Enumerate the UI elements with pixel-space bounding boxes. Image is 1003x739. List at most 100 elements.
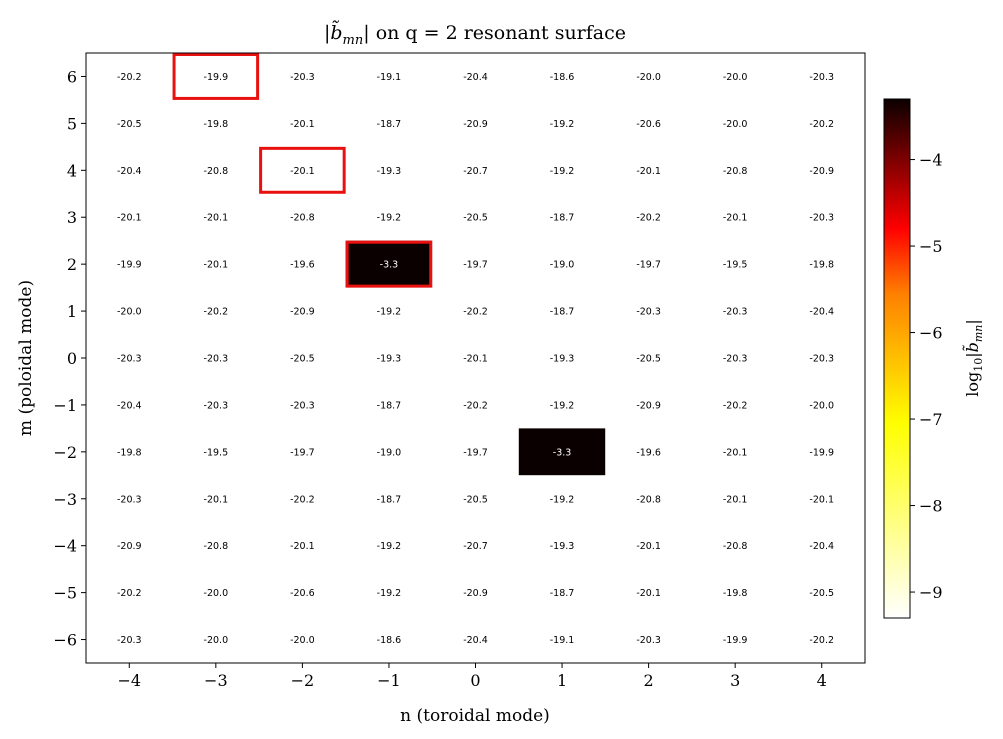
highlight-box bbox=[345, 240, 433, 288]
heatmap-cell bbox=[518, 475, 606, 523]
heatmap-cell bbox=[172, 240, 260, 288]
colorbar-ticks: −4 −5 −6 −7 −8 −9 bbox=[910, 151, 943, 602]
cell-value-label: -19.6 bbox=[290, 260, 315, 271]
cell-value-label: -19.1 bbox=[550, 635, 575, 646]
y-axis-ticks: 6 5 4 3 2 1 0 −1 −2 −3 −4 −5 −6 bbox=[53, 67, 86, 650]
cell-value-label: -19.2 bbox=[377, 541, 402, 552]
heatmap-cell bbox=[605, 381, 692, 429]
heatmap-cell bbox=[518, 193, 606, 241]
cell-value-label: -19.3 bbox=[550, 541, 575, 552]
cell-value-label: -19.8 bbox=[809, 260, 834, 271]
highlight-box bbox=[172, 53, 260, 100]
heatmap-cell bbox=[432, 522, 519, 570]
heatmap-cell bbox=[172, 428, 260, 476]
heatmap-cell bbox=[778, 569, 865, 617]
cell-value-label: -20.9 bbox=[636, 400, 661, 411]
colorbar-tick-label: −5 bbox=[919, 237, 943, 256]
cell-value-label: -20.4 bbox=[809, 541, 834, 552]
cell-value-label: -20.0 bbox=[204, 588, 229, 599]
cell-value-label: -19.2 bbox=[377, 307, 402, 318]
heatmap-cell bbox=[345, 240, 433, 288]
x-tick-label: 3 bbox=[730, 671, 740, 690]
heatmap-cell bbox=[172, 381, 260, 429]
y-tick-label: 6 bbox=[67, 67, 77, 86]
heatmap-cell bbox=[691, 616, 779, 663]
cell-value-label: -20.5 bbox=[290, 354, 315, 365]
heatmap-cell bbox=[605, 287, 692, 335]
cell-value-label: -20.9 bbox=[463, 588, 488, 599]
cell-value-label: -20.2 bbox=[204, 307, 229, 318]
cell-value-label: -20.3 bbox=[636, 307, 661, 318]
cell-value-label: -20.3 bbox=[290, 72, 315, 83]
heatmap-cell bbox=[778, 53, 865, 100]
heatmap-cell bbox=[259, 616, 346, 663]
cell-value-label: -19.7 bbox=[636, 260, 661, 271]
cell-value-label: -20.2 bbox=[463, 307, 488, 318]
cell-value-label: -20.2 bbox=[636, 213, 661, 224]
heatmap-cell bbox=[691, 193, 779, 241]
heatmap-cell bbox=[345, 99, 433, 147]
x-tick-label: −3 bbox=[204, 671, 228, 690]
cell-value-label: -20.6 bbox=[290, 588, 315, 599]
x-axis-title: n (toroidal mode) bbox=[400, 706, 550, 726]
heatmap-cell bbox=[259, 287, 346, 335]
heatmap-cell bbox=[259, 428, 346, 476]
cell-value-label: -20.8 bbox=[636, 494, 661, 505]
heatmap-cell bbox=[432, 53, 519, 100]
cell-value-label: -20.6 bbox=[636, 119, 661, 130]
cell-value-label: -20.0 bbox=[636, 72, 661, 83]
cell-value-label: -19.7 bbox=[463, 447, 488, 458]
heatmap-cell bbox=[345, 334, 433, 382]
cell-value-label: -18.7 bbox=[550, 588, 575, 599]
cell-value-label: -19.2 bbox=[550, 119, 575, 130]
colorbar-tick-label: −6 bbox=[919, 324, 943, 343]
cell-value-label: -20.3 bbox=[204, 400, 229, 411]
cell-value-label: -20.0 bbox=[117, 307, 142, 318]
cell-value-label: -19.3 bbox=[550, 354, 575, 365]
chart-title-sub: mn bbox=[343, 33, 364, 48]
colorbar-tick-label: −8 bbox=[919, 497, 943, 516]
cell-value-label: -20.3 bbox=[204, 354, 229, 365]
y-tick-label: −3 bbox=[53, 490, 77, 509]
chart-title-prefix: |b̃ bbox=[324, 21, 343, 44]
cell-value-label: -20.2 bbox=[809, 635, 834, 646]
heatmap-cell bbox=[778, 475, 865, 523]
cell-value-label: -20.1 bbox=[204, 260, 229, 271]
heatmap-cell bbox=[778, 334, 865, 382]
x-tick-label: −4 bbox=[117, 671, 141, 690]
heatmap-cell bbox=[259, 53, 346, 100]
cell-value-labels: -20.2 -19.9 -20.3 -19.1 -20.4 -18.6 -20.0 -20.0… bbox=[117, 72, 834, 646]
cell-value-label: -20.3 bbox=[290, 400, 315, 411]
cell-value-label: -20.9 bbox=[290, 307, 315, 318]
heatmap-cell bbox=[345, 53, 433, 100]
heatmap-cell bbox=[86, 475, 173, 523]
heatmap-cell bbox=[345, 616, 433, 663]
cell-value-label: -20.1 bbox=[290, 166, 315, 177]
cell-value-label: -18.7 bbox=[377, 494, 402, 505]
cell-value-label: -20.1 bbox=[723, 213, 748, 224]
x-tick-label: 4 bbox=[817, 671, 827, 690]
x-tick-label: 2 bbox=[644, 671, 654, 690]
x-tick-label: −2 bbox=[291, 671, 315, 690]
cell-value-label: -20.2 bbox=[809, 119, 834, 130]
heatmap-cell bbox=[86, 616, 173, 663]
heatmap-cell bbox=[432, 381, 519, 429]
x-tick-label: −1 bbox=[377, 671, 401, 690]
cell-value-label: -18.7 bbox=[377, 119, 402, 130]
heatmap-cell bbox=[605, 240, 692, 288]
heatmap-cell bbox=[691, 334, 779, 382]
heatmap-cell bbox=[86, 569, 173, 617]
y-tick-label: −6 bbox=[53, 631, 77, 650]
cell-value-label: -20.3 bbox=[809, 72, 834, 83]
colorbar-title-mid: |b̃ bbox=[962, 342, 982, 358]
colorbar-title-sub2: mn bbox=[972, 325, 985, 343]
heatmap-cell bbox=[691, 475, 779, 523]
cell-value-label: -20.3 bbox=[117, 354, 142, 365]
heatmap-cell bbox=[605, 53, 692, 100]
colorbar-title-prefix: log bbox=[963, 372, 982, 397]
cell-value-label: -20.7 bbox=[463, 166, 488, 177]
heatmap-cell bbox=[172, 475, 260, 523]
heatmap-cell bbox=[86, 334, 173, 382]
heatmap-cell bbox=[345, 381, 433, 429]
cell-value-label: -20.5 bbox=[809, 588, 834, 599]
